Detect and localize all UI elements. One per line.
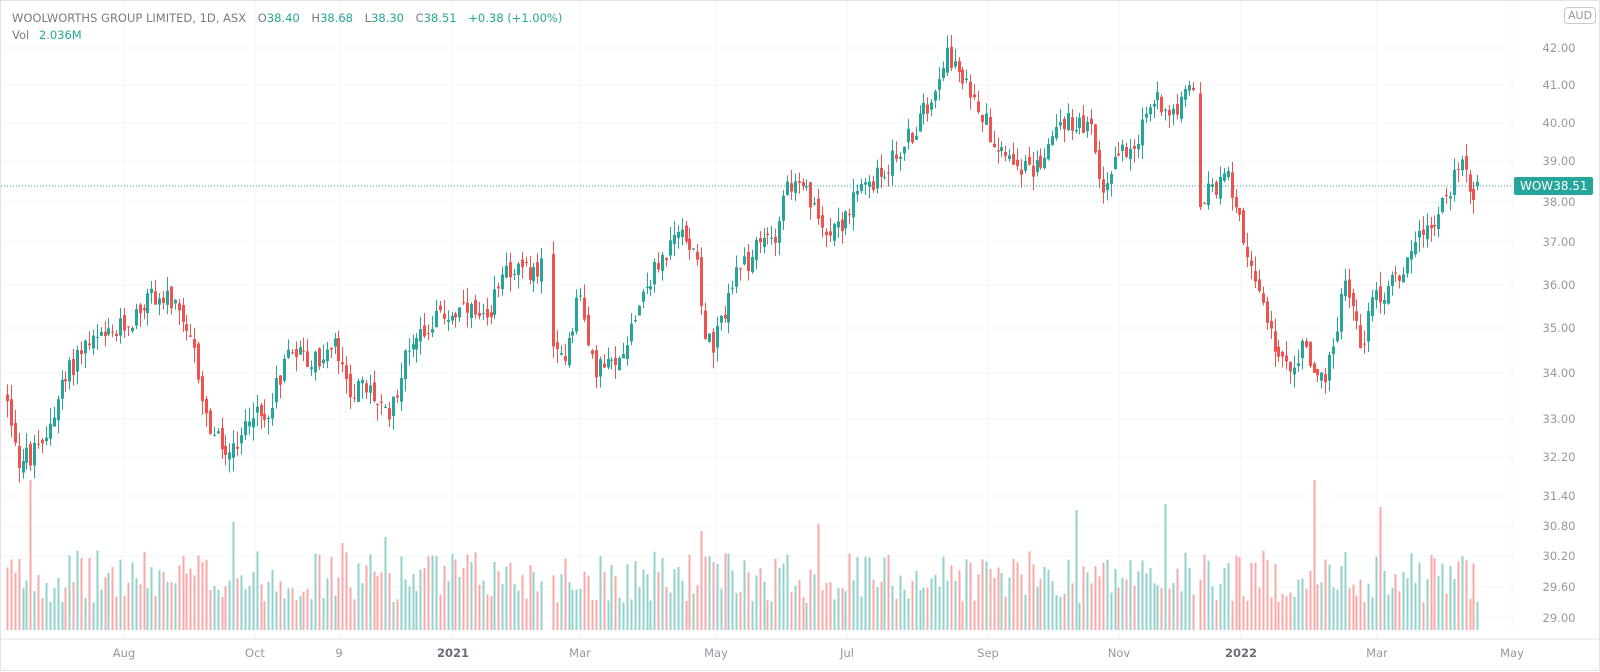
price-axis[interactable]: 42.00 41.00 40.00 39.00 38.00 37.00 36.00 35.00…: [1543, 41, 1576, 625]
time-tick: Jul: [839, 646, 854, 660]
ohlc-row: WOOLWORTHS GROUP LIMITED, 1D, ASX O38.40…: [12, 11, 563, 25]
low-label: L: [364, 11, 372, 25]
price-tick: 39.00: [1543, 154, 1576, 168]
price-tick: 41.00: [1543, 78, 1576, 92]
price-tick: 36.00: [1543, 278, 1576, 292]
price-tick: 29.00: [1543, 611, 1576, 625]
exchange: ASX: [223, 11, 247, 25]
price-tick: 40.00: [1543, 116, 1576, 130]
volume-value: 2.036M: [38, 28, 82, 42]
volume-label: Vol: [12, 28, 30, 42]
symbol-legend[interactable]: WOOLWORTHS GROUP LIMITED, 1D, ASX O38.40…: [12, 10, 562, 44]
price-tick: 33.00: [1543, 412, 1576, 426]
currency-badge[interactable]: AUD: [1564, 7, 1597, 24]
price-tick: 37.00: [1543, 235, 1576, 249]
time-tick: 9: [335, 646, 342, 660]
time-axis[interactable]: Aug Oct 9 2021 Mar May Jul Sep Nov 2022 Mar May: [113, 646, 1524, 660]
price-tick: 32.20: [1543, 450, 1576, 464]
time-tick: May: [1500, 646, 1524, 660]
price-tick: 30.20: [1543, 549, 1576, 563]
close-value: 38.51: [423, 11, 457, 25]
price-tick: 30.80: [1543, 519, 1576, 533]
price-tick: 42.00: [1543, 41, 1576, 55]
high-value: 38.68: [320, 11, 353, 25]
volume-row: Vol 2.036M: [12, 27, 562, 44]
time-tick: Mar: [569, 646, 591, 660]
time-tick: Oct: [245, 646, 265, 660]
open-label: O: [257, 11, 267, 25]
time-tick: Mar: [1366, 646, 1388, 660]
low-value: 38.30: [371, 11, 405, 25]
time-tick: Nov: [1108, 646, 1131, 660]
time-tick: Sep: [977, 646, 999, 660]
price-tick: 29.60: [1543, 580, 1576, 594]
time-tick: 2022: [1225, 646, 1257, 660]
volume-bars: [6, 480, 1479, 630]
price-tick: 38.00: [1543, 195, 1576, 209]
open-value: 38.40: [266, 11, 300, 25]
price-tick: 31.40: [1543, 489, 1576, 503]
last-price-ticker: WOW: [1520, 179, 1554, 193]
symbol-name: WOOLWORTHS GROUP LIMITED: [12, 11, 193, 25]
close-label: C: [415, 11, 424, 25]
high-label: H: [311, 11, 321, 25]
time-tick: Aug: [113, 646, 135, 660]
price-tick: 35.00: [1543, 321, 1576, 335]
change-value: +0.38 (+1.00%): [468, 11, 563, 25]
time-tick: May: [704, 646, 728, 660]
interval: 1D: [199, 11, 216, 25]
grid-lines: [1, 1, 1513, 639]
price-tick: 34.00: [1543, 366, 1576, 380]
candlesticks: [6, 35, 1479, 483]
time-tick: 2021: [437, 646, 469, 660]
last-price-tag: WOW 38.51: [1514, 177, 1593, 195]
last-price-value: 38.51: [1553, 179, 1588, 193]
